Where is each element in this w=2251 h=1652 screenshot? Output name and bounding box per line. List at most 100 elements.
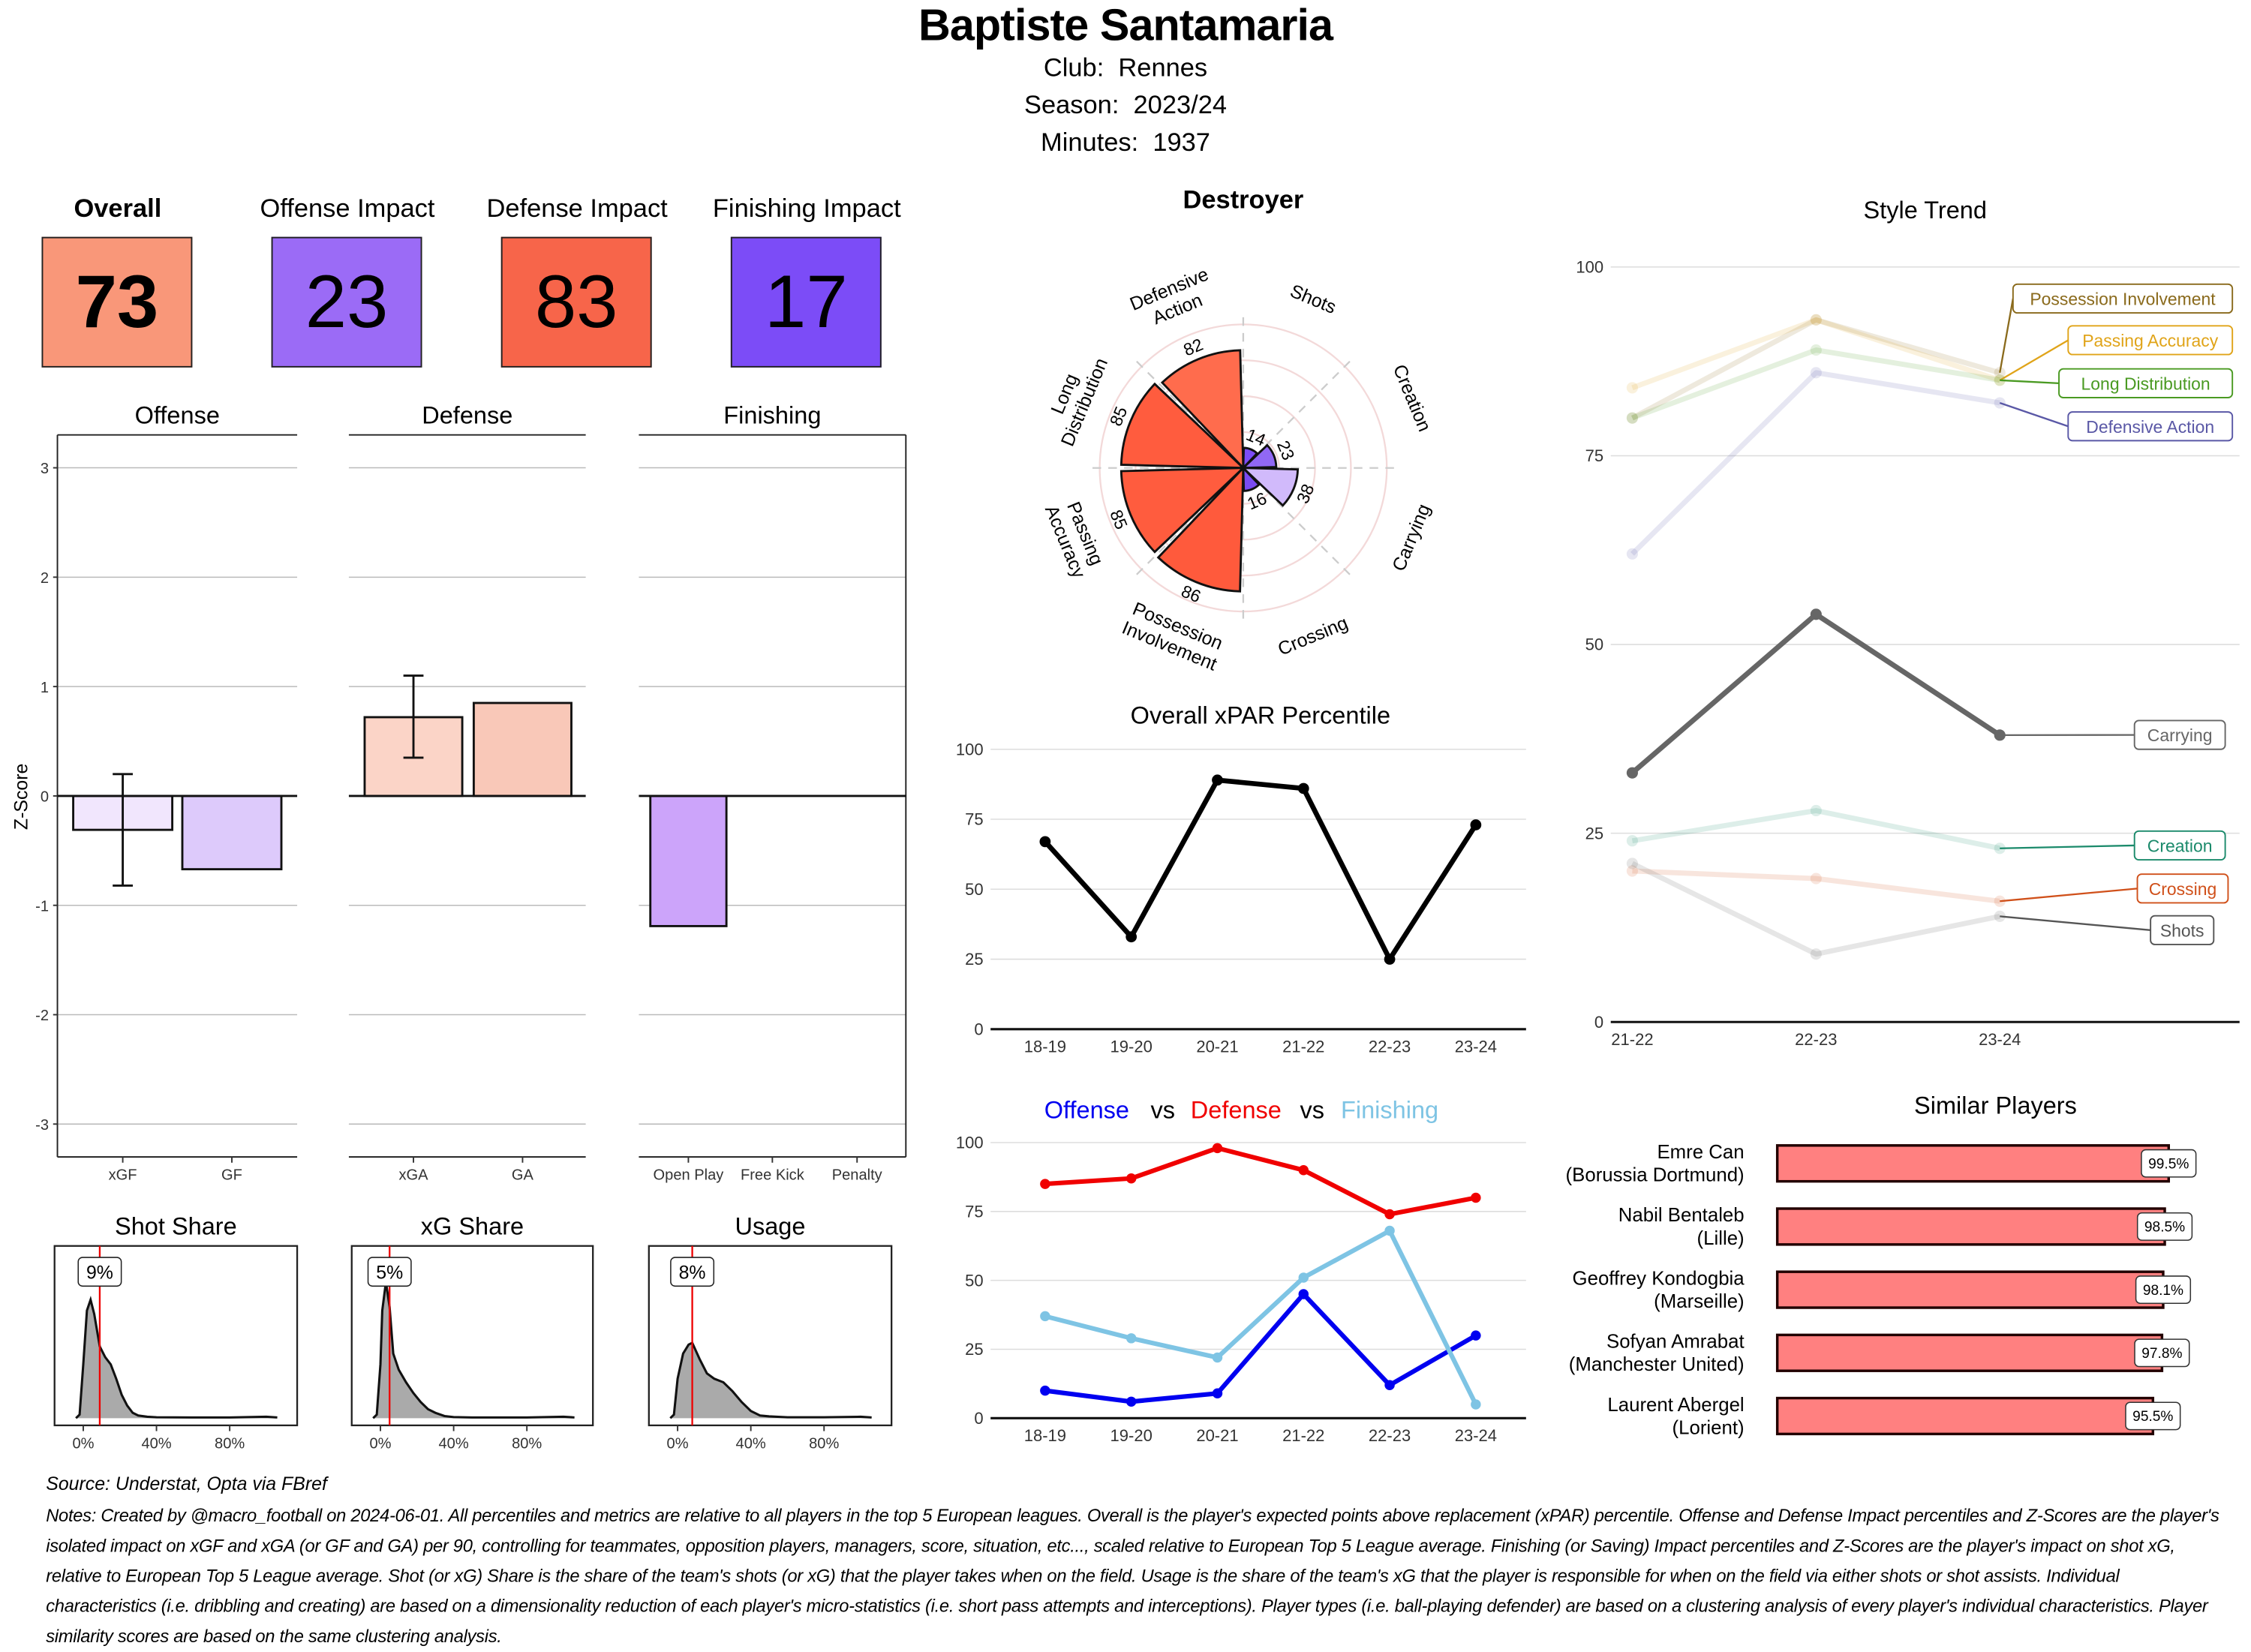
- x-tick-label: 0%: [370, 1436, 392, 1452]
- comparison-title-part: Offense: [1044, 1096, 1129, 1123]
- xpar-point: [1384, 954, 1396, 965]
- radar-value-label: 23: [1273, 437, 1299, 463]
- similar-players-title: Similar Players: [1914, 1092, 2077, 1119]
- zscore-bar: [651, 796, 726, 926]
- x-tick-label: 19-20: [1110, 1426, 1153, 1445]
- style-carrying-point: [1627, 767, 1638, 779]
- label-connector: [2000, 846, 2134, 849]
- similarity-bar: [1778, 1398, 2153, 1434]
- x-tick-label: Penalty: [832, 1167, 882, 1184]
- y-tick-label: 0: [974, 1020, 983, 1038]
- style-passing-accuracy-point: [1627, 382, 1638, 393]
- finishing-line: [1045, 1231, 1476, 1404]
- x-tick-label: 0%: [667, 1436, 689, 1452]
- xpar-point: [1040, 836, 1051, 847]
- x-tick-label: 21-22: [1611, 1030, 1653, 1049]
- x-tick-label: Open Play: [654, 1167, 724, 1184]
- density-panel-title: Usage: [735, 1212, 805, 1239]
- finishing-point: [1040, 1311, 1050, 1321]
- xpar-point: [1212, 774, 1223, 785]
- similar-player-name: Nabil Bentaleb: [1618, 1205, 1745, 1226]
- y-tick-label: 75: [965, 810, 983, 829]
- offense-point: [1299, 1289, 1309, 1299]
- radar-category-label: Carrying: [1388, 501, 1435, 575]
- comparison-title-part: vs: [1300, 1096, 1324, 1123]
- style-defensive-action-point: [1811, 367, 1822, 378]
- offense-line: [1045, 1294, 1476, 1401]
- style-crossing-point: [1811, 873, 1822, 884]
- xpar-point: [1298, 783, 1309, 794]
- zscore-bar: [182, 796, 281, 870]
- label-connector: [2000, 916, 2150, 930]
- zscore-panel-title: Finishing: [723, 401, 821, 428]
- x-tick-label: 80%: [512, 1436, 542, 1452]
- x-tick-label: 18-19: [1024, 1426, 1066, 1445]
- xpar-point: [1471, 819, 1482, 831]
- similar-player-club: (Borussia Dortmund): [1566, 1165, 1745, 1186]
- label-connector: [2000, 340, 2068, 380]
- style-series-label: Possession Involvement: [2030, 290, 2216, 309]
- similarity-label: 98.1%: [2143, 1283, 2183, 1299]
- finishing-point: [1299, 1272, 1309, 1282]
- x-tick-label: 21-22: [1282, 1426, 1324, 1445]
- xpar-chart-title: Overall xPAR Percentile: [1131, 701, 1390, 728]
- style-creation-point: [1627, 835, 1638, 846]
- x-tick-label: 80%: [809, 1436, 839, 1452]
- style-series-label: Passing Accuracy: [2082, 331, 2219, 350]
- similar-player-name: Laurent Abergel: [1607, 1395, 1744, 1416]
- x-tick-label: 40%: [736, 1436, 766, 1452]
- x-tick-label: 80%: [215, 1436, 245, 1452]
- marker-label: 5%: [376, 1263, 403, 1284]
- style-series-label: Carrying: [2147, 725, 2213, 745]
- style-series-label: Shots: [2160, 921, 2204, 940]
- radar-category-label: Shots: [1287, 281, 1339, 318]
- x-tick-label: GA: [512, 1167, 534, 1184]
- style-long-distribution-point: [1811, 344, 1822, 356]
- style-shots-point: [1627, 858, 1638, 869]
- similar-player-club: (Lorient): [1672, 1417, 1745, 1438]
- finishing-point: [1384, 1226, 1394, 1236]
- defense-point: [1384, 1209, 1394, 1219]
- x-tick-label: 0%: [72, 1436, 94, 1452]
- x-tick-label: 18-19: [1024, 1037, 1066, 1056]
- y-tick-label: 0: [974, 1409, 983, 1428]
- radar-category-text: Creation: [1389, 362, 1435, 435]
- radar-value-label: 16: [1244, 488, 1270, 514]
- y-axis-label: Z-Score: [11, 764, 32, 830]
- similarity-bar: [1778, 1272, 2163, 1308]
- y-tick-label: -3: [35, 1117, 49, 1134]
- style-series-label: Creation: [2147, 837, 2213, 856]
- xpar-line: [1045, 780, 1476, 960]
- defense-point: [1213, 1143, 1222, 1153]
- y-tick-label: 100: [956, 740, 984, 758]
- x-tick-label: GF: [221, 1167, 242, 1184]
- similar-player-name: Geoffrey Kondogbia: [1573, 1268, 1745, 1289]
- zscore-bar: [473, 703, 571, 796]
- comparison-title-part: Finishing: [1341, 1096, 1438, 1123]
- label-connector: [2000, 403, 2068, 426]
- style-carrying-line: [1632, 614, 2000, 773]
- style-passing-accuracy-point: [1811, 314, 1822, 326]
- y-tick-label: 2: [41, 570, 49, 587]
- offense-point: [1126, 1397, 1136, 1407]
- similarity-bar: [1778, 1209, 2165, 1245]
- xpar-point: [1126, 931, 1137, 942]
- x-tick-label: 40%: [439, 1436, 469, 1452]
- y-tick-label: 25: [965, 1340, 983, 1359]
- similarity-label: 98.5%: [2144, 1220, 2185, 1236]
- zscore-panel-title: Offense: [135, 401, 220, 428]
- x-tick-label: 20-21: [1196, 1426, 1238, 1445]
- style-defensive-action-point: [1627, 548, 1638, 560]
- radar-category-label: Creation: [1389, 362, 1435, 435]
- density-panel-title: xG Share: [421, 1212, 524, 1239]
- similar-player-name: Emre Can: [1657, 1142, 1744, 1163]
- style-series-label: Long Distribution: [2081, 374, 2210, 393]
- x-tick-label: xGF: [109, 1167, 137, 1184]
- source-note: Source: Understat, Opta via FBref: [46, 1473, 327, 1494]
- offense-point: [1471, 1330, 1480, 1340]
- zscore-panel-title: Defense: [422, 401, 512, 428]
- defense-point: [1471, 1193, 1480, 1203]
